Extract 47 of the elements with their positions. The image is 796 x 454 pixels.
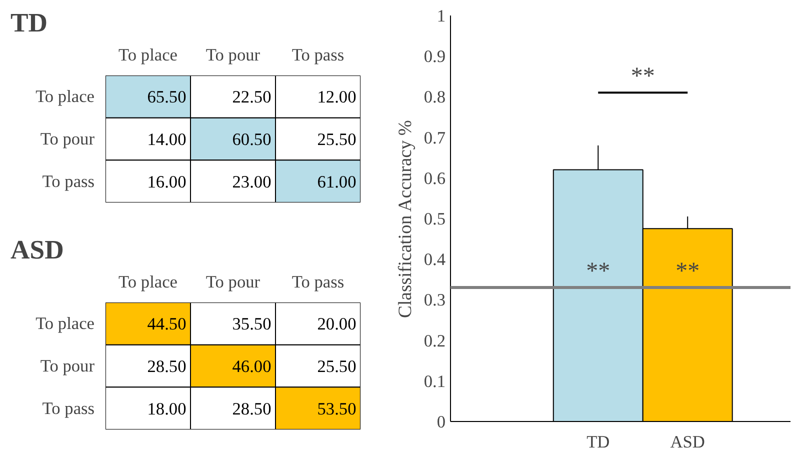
data-label: 25.50 xyxy=(317,130,356,149)
x-tick-label: To place xyxy=(118,272,178,292)
data-label: 18.00 xyxy=(147,399,186,418)
data-label: 12.00 xyxy=(317,88,356,107)
y-tick-label: 0.6 xyxy=(424,168,446,188)
y-tick-label: To pass xyxy=(42,172,95,191)
x-tick-label: To pour xyxy=(206,272,260,292)
data-label: 53.50 xyxy=(317,399,356,418)
y-tick-label: 0.9 xyxy=(424,47,446,66)
y-tick-label: 0.5 xyxy=(424,210,446,228)
data-label: 46.00 xyxy=(232,357,272,376)
chart-title: ASD xyxy=(10,234,64,264)
y-tick-label: 0.8 xyxy=(424,88,446,107)
y-axis-title: Classification Accuracy % xyxy=(394,120,416,318)
chart-title: TD xyxy=(10,8,48,38)
y-tick-label: 0.4 xyxy=(424,250,446,270)
data-label: 28.50 xyxy=(232,399,272,418)
y-tick-label: To pour xyxy=(40,356,95,376)
y-tick-label: 1 xyxy=(436,6,446,26)
data-label: 44.50 xyxy=(147,314,186,334)
data-label: 25.50 xyxy=(317,357,356,376)
y-tick-label: 0.7 xyxy=(424,128,446,148)
x-tick-label: To place xyxy=(118,46,178,64)
annotation: ** xyxy=(676,258,700,284)
y-tick-label: To pour xyxy=(40,130,95,148)
data-label: 22.50 xyxy=(232,88,272,107)
y-tick-label: 0.2 xyxy=(424,331,446,350)
annotation: ** xyxy=(630,64,655,90)
data-label: 60.50 xyxy=(232,130,272,149)
data-label: 61.00 xyxy=(317,172,356,192)
x-tick-label: To pour xyxy=(206,46,260,64)
data-label: 23.00 xyxy=(232,172,272,192)
y-tick-label: To place xyxy=(36,314,95,334)
data-label: 20.00 xyxy=(317,314,356,334)
data-label: 16.00 xyxy=(147,172,186,192)
data-label: 35.50 xyxy=(232,314,272,334)
y-tick-label: 0.1 xyxy=(424,372,446,391)
annotation: ** xyxy=(586,258,610,284)
y-tick-label: To place xyxy=(36,87,95,106)
x-tick-label: To pass xyxy=(292,272,344,292)
x-tick-label: To pass xyxy=(292,46,344,64)
data-label: 28.50 xyxy=(147,357,186,376)
y-tick-label: 0 xyxy=(436,412,446,432)
data-label: 14.00 xyxy=(147,130,186,149)
data-label: 65.50 xyxy=(147,88,186,107)
y-tick-label: To pass xyxy=(42,398,95,418)
y-tick-label: 0.3 xyxy=(424,290,446,310)
